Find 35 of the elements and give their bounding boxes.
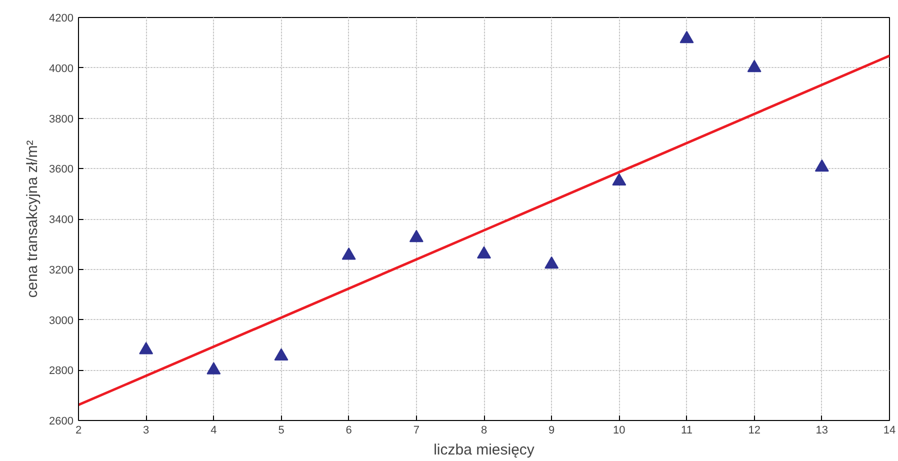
point	[612, 173, 626, 186]
y-tick-label: 3600	[49, 164, 74, 176]
y-tick-label: 2600	[49, 416, 74, 428]
point	[680, 30, 694, 44]
x-tick-label: 13	[816, 424, 828, 436]
point	[342, 248, 356, 260]
point	[139, 342, 154, 354]
x-tick-label: 11	[681, 424, 692, 436]
y-tick-label: 3000	[49, 314, 74, 327]
x-tick-label: 10	[613, 424, 626, 436]
x-tick-label: 9	[548, 424, 555, 436]
x-tick-label: 5	[278, 424, 284, 436]
x-tick-label: 7	[413, 424, 420, 436]
y-tick-label: 4200	[49, 12, 74, 24]
x-tick-label: 4	[210, 424, 217, 436]
y-tick-label: 3200	[49, 264, 74, 276]
y-tick-label: 3400	[49, 214, 74, 226]
x-tick-label: 6	[346, 424, 352, 436]
point	[409, 230, 424, 242]
point	[814, 159, 829, 172]
y-axis-title: cena transakcyjna zł/m²	[24, 140, 42, 298]
x-tick-label: 2	[75, 424, 82, 436]
y-tick-label: 3800	[49, 113, 74, 126]
point	[747, 60, 762, 72]
x-axis-title: liczba miesięcy	[434, 442, 535, 458]
x-tick-label: 8	[480, 424, 488, 436]
x-tick-label: 14	[883, 424, 896, 436]
point	[274, 348, 288, 361]
y-tick-label: 2800	[49, 365, 74, 378]
x-tick-label: 3	[143, 424, 150, 436]
y-tick-label: 4000	[49, 62, 74, 75]
point	[206, 362, 221, 374]
point	[544, 256, 559, 269]
point	[477, 246, 491, 259]
x-tick-label: 12	[748, 424, 760, 436]
